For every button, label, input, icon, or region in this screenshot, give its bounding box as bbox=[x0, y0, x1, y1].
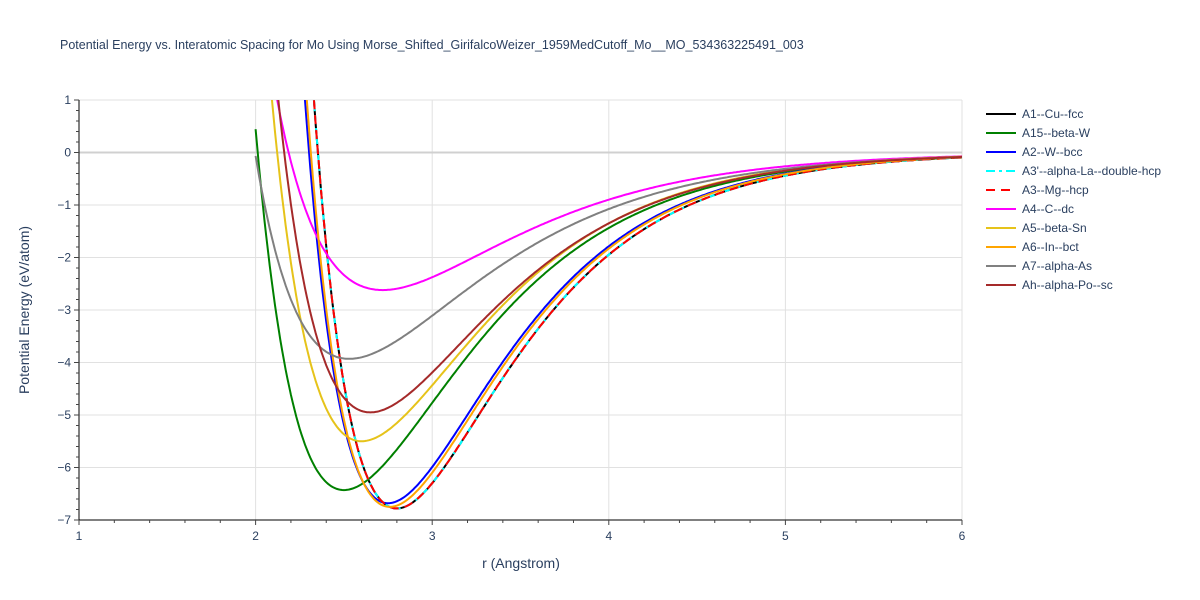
legend-swatch-icon bbox=[986, 131, 1016, 134]
legend-label: A4--C--dc bbox=[1022, 201, 1075, 216]
legend-item[interactable]: A3--Mg--hcp bbox=[984, 180, 1161, 199]
legend-swatch-icon bbox=[986, 112, 1016, 115]
legend-label: A3--Mg--hcp bbox=[1022, 182, 1089, 197]
y-tick-label: 1 bbox=[64, 93, 71, 107]
y-tick-label: −3 bbox=[57, 303, 71, 317]
series-line bbox=[276, 100, 962, 292]
grid-lines bbox=[79, 99, 963, 521]
legend-swatch-icon bbox=[986, 207, 1016, 210]
y-tick-label: −2 bbox=[57, 251, 71, 265]
legend-label: A3'--alpha-La--double-hcp bbox=[1022, 163, 1162, 178]
x-tick-label: 6 bbox=[959, 529, 966, 543]
legend-label: A1--Cu--fcc bbox=[1022, 106, 1084, 121]
y-tick-label: −1 bbox=[57, 198, 71, 212]
y-tick-label: −4 bbox=[57, 356, 71, 370]
x-tick-label: 3 bbox=[429, 529, 436, 543]
chart-title: Potential Energy vs. Interatomic Spacing… bbox=[60, 38, 804, 52]
legend-label: A5--beta-Sn bbox=[1022, 220, 1087, 235]
legend-swatch-icon bbox=[986, 245, 1016, 248]
x-axis-label: r (Angstrom) bbox=[482, 555, 560, 571]
legend-swatch-icon bbox=[986, 169, 1016, 172]
legend-item[interactable]: A3'--alpha-La--double-hcp bbox=[984, 161, 1161, 180]
series-lines bbox=[254, 100, 962, 510]
legend-item[interactable]: Ah--alpha-Po--sc bbox=[984, 275, 1161, 294]
legend-item[interactable]: A7--alpha-As bbox=[984, 256, 1161, 275]
y-tick-label: −6 bbox=[57, 461, 71, 475]
legend-label: A15--beta-W bbox=[1022, 125, 1091, 140]
legend-item[interactable]: A5--beta-Sn bbox=[984, 218, 1161, 237]
series-line bbox=[305, 100, 962, 508]
legend-label: A7--alpha-As bbox=[1022, 258, 1093, 273]
y-tick-label: −7 bbox=[57, 513, 71, 527]
legend-swatch-icon bbox=[986, 226, 1016, 229]
legend-item[interactable]: A2--W--bcc bbox=[984, 142, 1161, 161]
y-axis-label: Potential Energy (eV/atom) bbox=[16, 226, 32, 394]
legend-swatch-icon bbox=[986, 283, 1016, 286]
legend: A1--Cu--fcc A15--beta-W A2--W--bcc A3'--alp… bbox=[984, 104, 1161, 294]
x-tick-label: 5 bbox=[782, 529, 789, 543]
legend-item[interactable]: A6--In--bct bbox=[984, 237, 1161, 256]
x-tick-label: 4 bbox=[605, 529, 612, 543]
series-line bbox=[277, 100, 962, 414]
y-tick-label: −5 bbox=[57, 408, 71, 422]
x-tick-label: 2 bbox=[252, 529, 259, 543]
legend-swatch-icon bbox=[986, 264, 1016, 267]
legend-item[interactable]: A4--C--dc bbox=[984, 199, 1161, 218]
legend-label: A6--In--bct bbox=[1022, 239, 1079, 254]
axes: 1 2 3 4 5 6 1 0 −1 −2 −3 −4 −5 −6 −7 bbox=[57, 93, 965, 543]
legend-item[interactable]: A1--Cu--fcc bbox=[984, 104, 1161, 123]
x-tick-label: 1 bbox=[76, 529, 83, 543]
legend-label: Ah--alpha-Po--sc bbox=[1022, 277, 1113, 292]
y-tick-label: 0 bbox=[64, 146, 71, 160]
series-line bbox=[312, 100, 962, 510]
legend-label: A2--W--bcc bbox=[1022, 144, 1083, 159]
legend-swatch-icon bbox=[986, 188, 1016, 191]
legend-item[interactable]: A15--beta-W bbox=[984, 123, 1161, 142]
legend-swatch-icon bbox=[986, 150, 1016, 153]
